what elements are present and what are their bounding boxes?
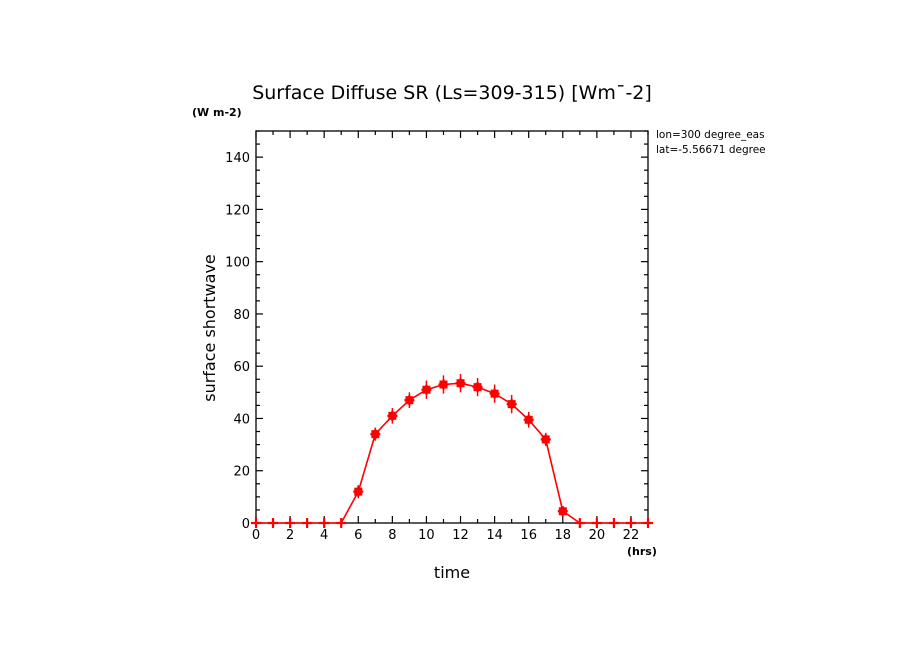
data-point <box>404 392 415 409</box>
point-box <box>507 400 516 409</box>
x-axis-unit: (hrs) <box>627 545 657 558</box>
data-point <box>591 518 602 528</box>
y-axis-label: surface shortwave <box>200 254 219 402</box>
x-tick-label: 0 <box>252 528 260 543</box>
data-point <box>421 380 432 399</box>
chart-title: Surface Diffuse SR (Ls=309-315) [Wm¯-2] <box>252 82 652 104</box>
data-point <box>353 485 364 499</box>
point-box <box>422 385 431 394</box>
y-tick-label: 100 <box>225 256 250 271</box>
y-tick-label: 0 <box>242 517 250 532</box>
data-point <box>251 518 261 528</box>
x-tick-label: 16 <box>520 528 537 543</box>
data-point <box>523 411 534 428</box>
data-point <box>608 518 619 528</box>
data-point <box>302 518 313 528</box>
x-tick-label: 10 <box>418 528 435 543</box>
data-point <box>268 518 279 528</box>
x-tick-label: 22 <box>623 528 640 543</box>
x-tick-label: 12 <box>452 528 469 543</box>
data-point <box>489 384 500 403</box>
data-point <box>643 518 653 528</box>
y-tick-label: 20 <box>233 465 250 480</box>
data-point <box>336 518 347 528</box>
point-box <box>456 379 465 388</box>
point-box <box>558 507 567 516</box>
annotation-latitude: lat=-5.56671 degree <box>656 144 766 156</box>
x-tick-label: 20 <box>589 528 606 543</box>
x-axis-label: time <box>434 563 470 582</box>
point-box <box>490 389 499 398</box>
x-tick-label: 8 <box>388 528 396 543</box>
y-tick-label: 40 <box>233 412 250 427</box>
point-box <box>388 411 397 420</box>
data-point <box>370 427 381 441</box>
x-tick-label: 2 <box>286 528 294 543</box>
point-box <box>354 487 363 496</box>
data-point <box>625 518 636 528</box>
point-box <box>439 380 448 389</box>
y-axis-unit: (W m-2) <box>192 106 242 119</box>
point-box <box>371 430 380 439</box>
data-point <box>574 518 585 528</box>
data-point <box>455 374 466 393</box>
x-tick-label: 4 <box>320 528 328 543</box>
y-tick-label: 120 <box>225 203 250 218</box>
data-point <box>506 394 517 414</box>
x-tick-label: 6 <box>354 528 362 543</box>
point-box <box>405 396 414 405</box>
x-tick-label: 18 <box>555 528 572 543</box>
data-point <box>557 506 568 517</box>
point-box <box>541 435 550 444</box>
data-point <box>319 518 330 528</box>
axes: 0 2 4 6 8 10 12 14 16 18 20 22 0 20 40 60 80 100 120 140 <box>225 130 649 543</box>
plot-frame <box>255 130 649 524</box>
data-point <box>387 408 398 424</box>
point-box <box>473 383 482 392</box>
series-line <box>256 382 648 524</box>
plot-area <box>251 374 653 528</box>
y-tick-label: 80 <box>233 308 250 323</box>
y-tick-label: 140 <box>225 151 250 166</box>
data-point <box>438 375 449 394</box>
y-tick-label: 60 <box>233 360 250 375</box>
data-point <box>285 518 296 528</box>
point-box <box>524 415 533 424</box>
x-tick-label: 14 <box>486 528 503 543</box>
annotation-longitude: lon=300 degree_eas <box>656 129 765 141</box>
data-point <box>540 432 551 446</box>
data-point <box>472 377 483 397</box>
